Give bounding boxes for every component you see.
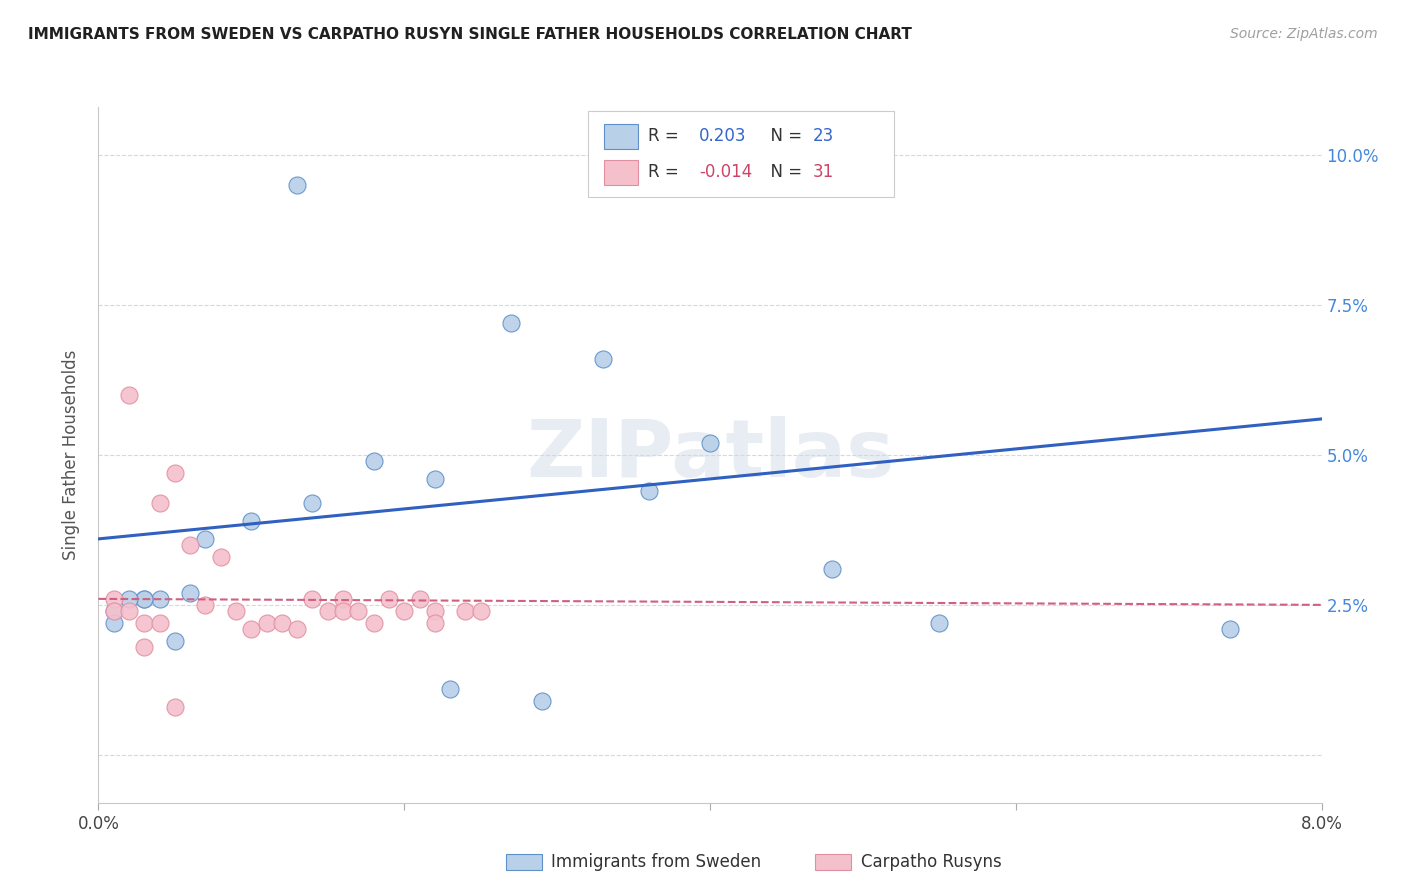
Point (592, 351, 614, 366)
Point (134, 591, 156, 606)
Point (285, 178, 308, 192)
Text: R =: R = (648, 163, 683, 181)
Point (103, 604, 125, 618)
Point (408, 591, 430, 606)
Point (821, 562, 844, 576)
Y-axis label: Single Father Households: Single Father Households (62, 350, 80, 560)
Point (163, 466, 186, 480)
Text: Immigrants from Sweden: Immigrants from Sweden (551, 853, 762, 871)
Point (103, 604, 125, 618)
Text: 31: 31 (813, 163, 834, 181)
Text: Source: ZipAtlas.com: Source: ZipAtlas.com (1230, 27, 1378, 41)
Point (501, 316, 523, 330)
Text: IMMIGRANTS FROM SWEDEN VS CARPATHO RUSYN SINGLE FATHER HOUSEHOLDS CORRELATION CH: IMMIGRANTS FROM SWEDEN VS CARPATHO RUSYN… (28, 27, 912, 42)
Point (301, 496, 323, 510)
Text: -0.014: -0.014 (699, 163, 752, 181)
Point (301, 591, 323, 606)
Point (363, 615, 385, 630)
Point (163, 633, 186, 648)
Text: ZIPatlas: ZIPatlas (526, 416, 894, 494)
Text: Carpatho Rusyns: Carpatho Rusyns (860, 853, 1001, 871)
FancyBboxPatch shape (588, 111, 894, 197)
Point (363, 454, 385, 468)
Point (225, 604, 247, 618)
Point (194, 598, 217, 612)
Text: N =: N = (761, 128, 807, 145)
Point (194, 532, 217, 546)
Point (423, 615, 446, 630)
Text: N =: N = (761, 163, 807, 181)
Text: 0.203: 0.203 (699, 128, 747, 145)
Point (699, 436, 721, 450)
Text: R =: R = (648, 128, 689, 145)
Point (149, 615, 172, 630)
Point (347, 604, 370, 618)
FancyBboxPatch shape (603, 160, 638, 186)
Point (149, 591, 172, 606)
Point (637, 483, 661, 498)
Point (163, 699, 186, 714)
Point (454, 604, 477, 618)
Point (179, 538, 201, 552)
Point (470, 604, 492, 618)
Point (103, 591, 125, 606)
Point (149, 496, 172, 510)
Point (118, 388, 141, 402)
Point (209, 549, 232, 564)
Point (928, 615, 950, 630)
Point (392, 604, 416, 618)
Point (134, 591, 156, 606)
Point (423, 604, 446, 618)
Point (134, 615, 156, 630)
Point (118, 604, 141, 618)
Point (179, 586, 201, 600)
Point (270, 615, 294, 630)
Point (423, 472, 446, 486)
Point (332, 591, 354, 606)
Point (256, 615, 278, 630)
Point (134, 640, 156, 654)
Point (439, 681, 461, 696)
FancyBboxPatch shape (603, 124, 638, 149)
Point (378, 591, 401, 606)
Point (118, 591, 141, 606)
Point (103, 615, 125, 630)
Point (316, 604, 339, 618)
Point (1219, 622, 1241, 636)
Point (530, 694, 553, 708)
Point (240, 622, 263, 636)
Point (332, 604, 354, 618)
Point (240, 514, 263, 528)
Point (285, 622, 308, 636)
Text: 23: 23 (813, 128, 834, 145)
